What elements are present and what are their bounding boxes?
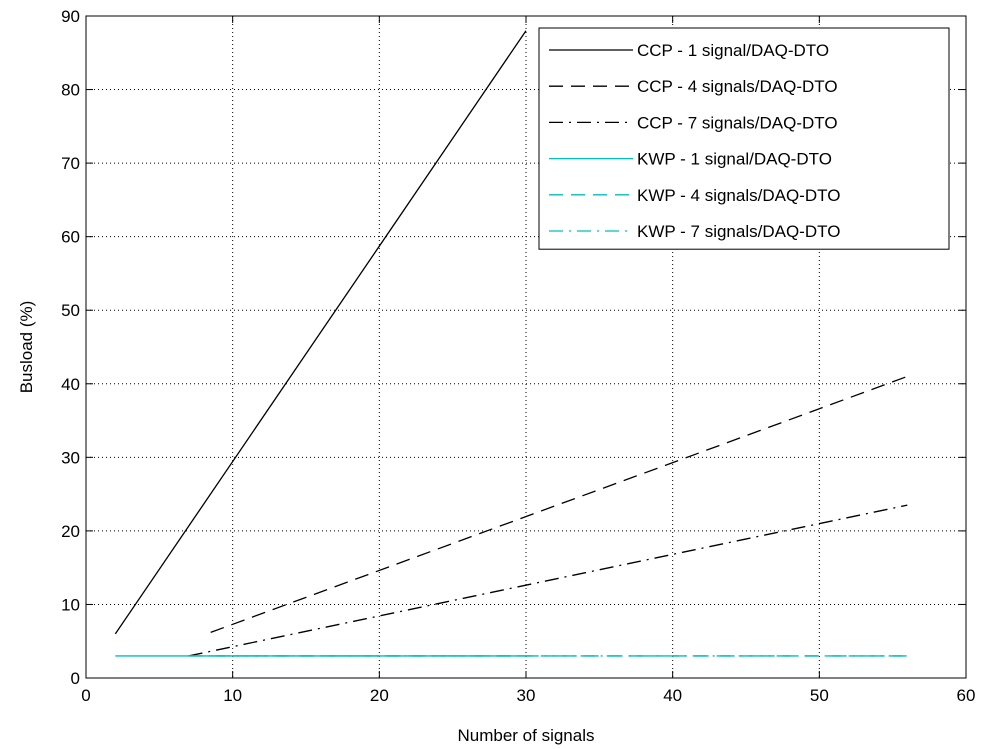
y-tick-label: 10 <box>61 595 80 614</box>
y-tick-label: 20 <box>61 522 80 541</box>
legend-label-2: CCP - 4 signals/DAQ-DTO <box>637 77 838 96</box>
y-tick-label: 0 <box>71 669 80 688</box>
grid-lines <box>86 16 966 678</box>
x-tick-label: 20 <box>370 686 389 705</box>
series-layer <box>114 30 908 657</box>
y-tick-label: 50 <box>61 301 80 320</box>
y-tick-label: 70 <box>61 154 80 173</box>
x-tick-label: 30 <box>517 686 536 705</box>
legend-label-3: CCP - 7 signals/DAQ-DTO <box>637 113 838 132</box>
legend: CCP - 1 signal/DAQ-DTO CCP - 4 signals/DA… <box>538 27 950 250</box>
x-axis-label: Number of signals <box>457 726 594 745</box>
x-tick-label: 50 <box>810 686 829 705</box>
y-tick-label: 80 <box>61 81 80 100</box>
tick-labels: 0 10 20 30 40 50 60 0 10 20 30 40 50 60 70 80 90 <box>61 7 975 705</box>
legend-label-6: KWP - 7 signals/DAQ-DTO <box>637 222 840 241</box>
x-tick-label: 60 <box>957 686 976 705</box>
series-line-1 <box>114 30 527 635</box>
y-tick-label: 40 <box>61 375 80 394</box>
y-tick-label: 60 <box>61 228 80 247</box>
y-tick-label: 90 <box>61 7 80 26</box>
y-axis-label: Busload (%) <box>17 301 36 394</box>
legend-label-5: KWP - 4 signals/DAQ-DTO <box>637 186 840 205</box>
y-tick-label: 30 <box>61 448 80 467</box>
legend-box <box>538 27 950 250</box>
legend-label-1: CCP - 1 signal/DAQ-DTO <box>637 41 829 60</box>
series-line-3 <box>188 504 908 657</box>
axis-ticks <box>85 15 967 679</box>
x-tick-label: 0 <box>81 686 90 705</box>
series-line-2 <box>210 375 908 634</box>
legend-label-4: KWP - 1 signal/DAQ-DTO <box>637 150 832 169</box>
x-tick-label: 10 <box>223 686 242 705</box>
x-tick-label: 40 <box>663 686 682 705</box>
